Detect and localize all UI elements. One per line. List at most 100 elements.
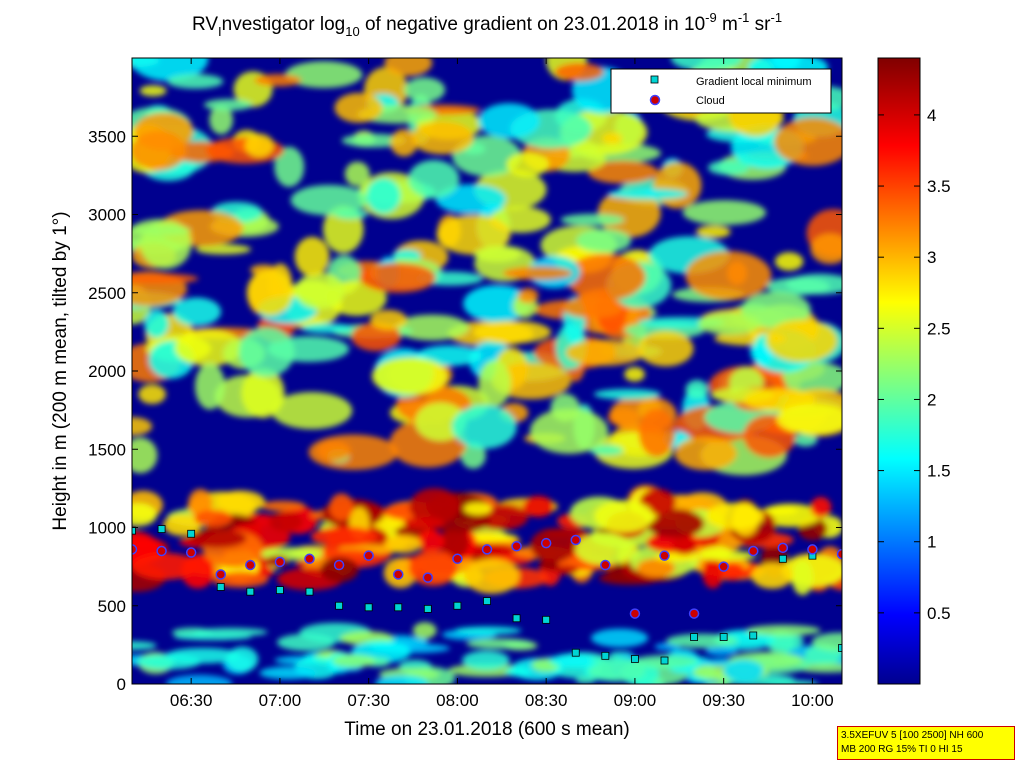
- gradient-min-point: [394, 603, 403, 612]
- heat-cell: [259, 666, 317, 680]
- heat-cell: [260, 500, 306, 512]
- colorbar-tick-label: 1.5: [927, 462, 951, 481]
- heat-cell: [638, 408, 676, 457]
- heat-cell: [212, 571, 269, 588]
- heat-cell: [565, 339, 645, 366]
- gradient-min-point: [601, 651, 610, 660]
- heat-cell: [390, 129, 418, 157]
- heat-cell: [254, 74, 302, 87]
- heat-cell: [215, 490, 265, 513]
- heat-cell: [529, 408, 609, 454]
- heat-cell: [194, 363, 226, 410]
- heat-cell: [478, 360, 511, 407]
- heat-cell: [369, 309, 408, 330]
- cloud-point: [540, 537, 552, 549]
- cloud-point: [333, 559, 345, 571]
- legend-label-gradient: Gradient local minimum: [696, 76, 812, 88]
- cloud-point: [659, 550, 670, 561]
- heat-cell: [706, 502, 764, 530]
- heat-cell: [329, 493, 354, 521]
- y-axis-label: Height in m (200 m mean, tilted by 1°): [50, 211, 71, 530]
- y-tick-label: 3500: [88, 127, 126, 146]
- cloud-point: [215, 569, 226, 580]
- heat-cell: [334, 92, 383, 123]
- heat-cell: [590, 628, 649, 648]
- heat-cell: [700, 545, 732, 559]
- heat-cell: [167, 74, 224, 89]
- legend: Gradient local minimum Cloud: [610, 68, 832, 114]
- colorbar-tick-label: 4: [927, 106, 936, 125]
- heat-cell: [209, 105, 234, 135]
- heat-cell: [670, 58, 743, 72]
- gradient-min-point: [483, 597, 491, 605]
- heat-cell: [463, 285, 532, 323]
- heat-cell: [466, 638, 534, 649]
- gradient-min-point: [719, 633, 728, 641]
- heat-cell: [417, 529, 444, 553]
- y-tick-label: 2500: [88, 284, 126, 303]
- heat-cell: [597, 188, 661, 238]
- heat-cell: [646, 508, 705, 539]
- heat-cell: [588, 660, 646, 682]
- heat-cell: [765, 319, 838, 363]
- heat-cell: [268, 511, 303, 532]
- cloud-point: [185, 547, 197, 558]
- heat-cell: [416, 345, 482, 366]
- cloud-point: [363, 550, 374, 561]
- gradient-min-point: [423, 604, 432, 613]
- heat-cell: [274, 146, 305, 188]
- heat-cell: [478, 103, 540, 139]
- heat-cell: [371, 357, 448, 396]
- gradient-min-point: [453, 601, 462, 610]
- cloud-point: [452, 553, 463, 565]
- heat-cell: [589, 445, 624, 456]
- colorbar-tick-label: 0.5: [927, 604, 951, 623]
- heat-cell: [318, 549, 378, 560]
- heat-cell: [549, 653, 601, 669]
- gradient-min-point: [571, 648, 580, 657]
- heat-cell: [172, 297, 222, 326]
- colorbar-tick-label: 3.5: [927, 177, 951, 196]
- x-tick-label: 08:30: [525, 691, 568, 710]
- heat-cell: [587, 160, 658, 184]
- chart-title: RVInvestigator log10 of negative gradien…: [192, 10, 782, 39]
- heat-cell: [723, 659, 764, 682]
- heat-cell: [195, 244, 252, 255]
- heat-cell: [394, 314, 470, 341]
- gradient-min-point: [838, 644, 842, 652]
- heat-cell: [241, 368, 285, 419]
- heat-cell: [165, 647, 241, 664]
- info-line-2: MB 200 RG 15% TI 0 HI 15: [841, 744, 963, 755]
- heat-cell: [271, 392, 353, 430]
- heat-cell: [745, 624, 821, 636]
- heat-cell: [562, 296, 624, 319]
- heat-cell: [530, 528, 577, 563]
- cloud-point: [807, 544, 818, 555]
- heat-cell: [244, 133, 274, 158]
- x-tick-label: 10:00: [791, 691, 834, 710]
- heat-cell: [384, 535, 422, 554]
- heat-cell: [810, 496, 832, 518]
- heat-cell: [697, 312, 761, 335]
- y-tick-label: 2000: [88, 362, 126, 381]
- heat-cell: [341, 133, 407, 148]
- gradient-min-point: [542, 615, 551, 624]
- heat-cell: [132, 503, 157, 527]
- heat-cell: [138, 384, 167, 405]
- heat-cell: [776, 404, 842, 435]
- heat-cell: [601, 132, 623, 145]
- heat-cell: [565, 253, 646, 301]
- heat-cell: [774, 252, 804, 271]
- heat-cell: [310, 526, 378, 547]
- heat-cell: [810, 233, 842, 265]
- heat-cell: [436, 214, 511, 255]
- cloud-point: [600, 559, 611, 571]
- cloud-point: [748, 545, 759, 557]
- heat-cell: [575, 676, 596, 684]
- gradient-min-point: [216, 583, 225, 591]
- cloud-point: [629, 608, 641, 619]
- heat-cell: [439, 526, 470, 559]
- heat-cell: [139, 85, 167, 97]
- heat-cell: [464, 558, 520, 594]
